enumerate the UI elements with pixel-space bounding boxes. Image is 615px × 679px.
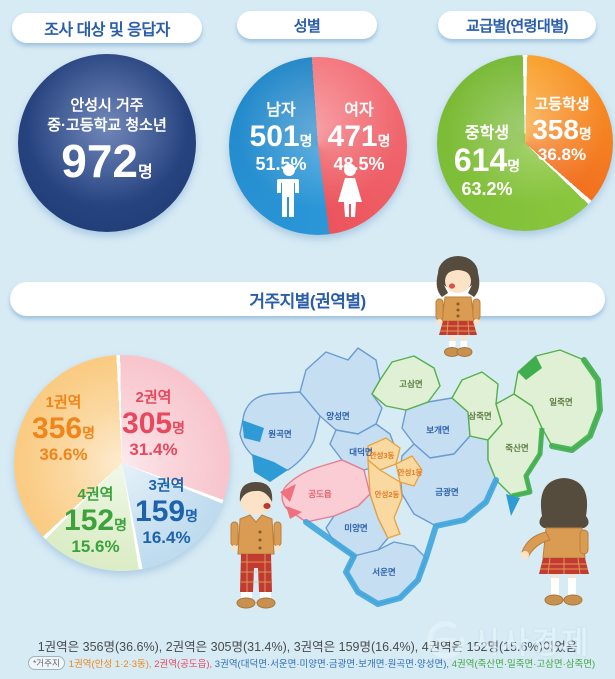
gender-male-value: 501명 <box>249 119 313 153</box>
region1-block: 1권역 356명 36.6% <box>16 394 111 465</box>
region3-label: 3권역 <box>148 477 185 494</box>
region3-value: 159명 <box>135 494 198 528</box>
school-high-label: 고등학생 <box>534 96 590 113</box>
respondents-line2: 중·고등학교 청소년 <box>47 117 167 135</box>
map-region-gosam <box>371 355 441 411</box>
region1-label: 1권역 <box>45 394 82 411</box>
respondents-text: 안성시 거주 중·고등학교 청소년 972명 <box>18 96 196 185</box>
section-title-school: 교급별(연령대별) <box>438 11 596 39</box>
map-label-daedeok: 대덕면 <box>349 447 373 457</box>
residence-summary: 1권역은 356명(36.6%), 2권역은 305명(31.4%), 3권역은… <box>37 640 578 654</box>
section-title-gender: 성별 <box>237 11 377 39</box>
section-title-gender-label: 성별 <box>293 17 321 35</box>
region2-label: 2권역 <box>135 389 172 406</box>
gender-pie: 남자 501명 51.5% 여자 471명 48.5% <box>229 57 407 235</box>
residence-footnote: *거주지 1권역(안성 1·2·3동), 2권역(공도읍), 3권역(대덕면·서운… <box>28 656 603 670</box>
map-region-anseong2 <box>367 459 403 539</box>
girl-character-back <box>521 478 589 606</box>
section-title-residence-label: 거주지별(권역별) <box>249 291 366 311</box>
school-middle-percent: 63.2% <box>461 178 513 199</box>
boy-character <box>230 482 282 609</box>
school-middle-block: 중학생 614명 63.2% <box>442 125 532 199</box>
region2-value: 305명 <box>122 406 185 440</box>
region4-value: 152명 <box>64 503 127 537</box>
map-label-geumgwang: 금광면 <box>435 487 459 497</box>
gender-male-label: 남자 <box>266 102 296 119</box>
map-label-seoun: 서운면 <box>372 567 396 577</box>
respondents-value: 972명 <box>61 134 153 187</box>
map-label-iljuk: 일죽면 <box>549 397 573 407</box>
region2-block: 2권역 305명 31.4% <box>106 389 201 460</box>
region4-label: 4권역 <box>77 486 114 503</box>
residence-pie: 1권역 356명 36.6% 2권역 305명 31.4% 3권역 159명 1… <box>14 355 230 571</box>
school-high-value: 358명 <box>532 113 592 145</box>
respondents-line1: 안성시 거주 <box>70 97 144 114</box>
region4-percent: 15.6% <box>71 537 120 557</box>
map-region-gongdo <box>281 459 371 523</box>
school-pie: 고등학생 358명 36.8% 중학생 614명 63.2% <box>437 55 613 231</box>
map-label-samjuk: 삼죽면 <box>468 411 492 421</box>
gender-female-label: 여자 <box>344 102 374 119</box>
footnote-region3: 3권역(대덕면·서운면·미양면·금광면·보개면·원곡면·양성면), <box>214 659 452 670</box>
map-label-anseong3: 안성3동 <box>370 450 395 460</box>
section-title-respondents-label: 조사 대상 및 응답자 <box>44 22 170 39</box>
school-middle-label: 중학생 <box>464 125 510 142</box>
map-label-anseong1: 안성1동 <box>398 467 423 477</box>
map-label-gosam: 고삼면 <box>399 379 423 389</box>
region2-percent: 31.4% <box>129 440 178 460</box>
region3-block: 3권역 159명 16.4% <box>119 477 214 548</box>
map-region-anseong1 <box>395 455 423 487</box>
female-icon <box>338 164 362 217</box>
map-label-yangseong: 양성면 <box>326 411 350 421</box>
footnote-region4: 4권역(죽산면·일죽면·고삼면·삼죽면) <box>451 659 596 670</box>
section-title-residence: 거주지별(권역별) <box>10 282 605 316</box>
region1-percent: 36.6% <box>39 445 88 465</box>
map-label-gongdo: 공도읍 <box>308 489 332 499</box>
section-title-respondents: 조사 대상 및 응답자 <box>12 13 202 43</box>
girl-character-front <box>435 256 481 357</box>
map-label-miyang: 미양면 <box>344 523 368 533</box>
section-title-school-label: 교급별(연령대별) <box>465 17 569 35</box>
school-high-percent: 36.8% <box>537 145 587 165</box>
map-label-bogae: 보개면 <box>426 425 450 435</box>
gender-female-value: 471명 <box>327 119 391 153</box>
map-label-juksan: 죽산면 <box>505 443 529 453</box>
school-middle-value: 614명 <box>453 141 521 178</box>
map-label-anseong2: 안성2동 <box>375 489 400 499</box>
region4-block: 4권역 152명 15.6% <box>48 486 143 557</box>
region3-percent: 16.4% <box>142 528 191 548</box>
footnote-region1: 1권역(안성 1·2·3동), <box>68 659 155 670</box>
footnote-region2: 2권역(공도읍), <box>154 659 215 670</box>
school-high-block: 고등학생 358명 36.8% <box>517 96 607 165</box>
male-icon <box>277 164 299 217</box>
map-label-wongok: 원곡면 <box>268 429 292 439</box>
footnote-label: *거주지 <box>28 656 65 670</box>
respondents-unit: 명 <box>138 163 153 181</box>
region1-value: 356명 <box>32 411 95 445</box>
anseong-district-map: 원곡면 양성면 고삼면 보개면 대덕면 삼죽면 죽산면 일죽면 안성3동 안성1… <box>239 347 603 607</box>
map-accent-patches <box>242 356 603 607</box>
